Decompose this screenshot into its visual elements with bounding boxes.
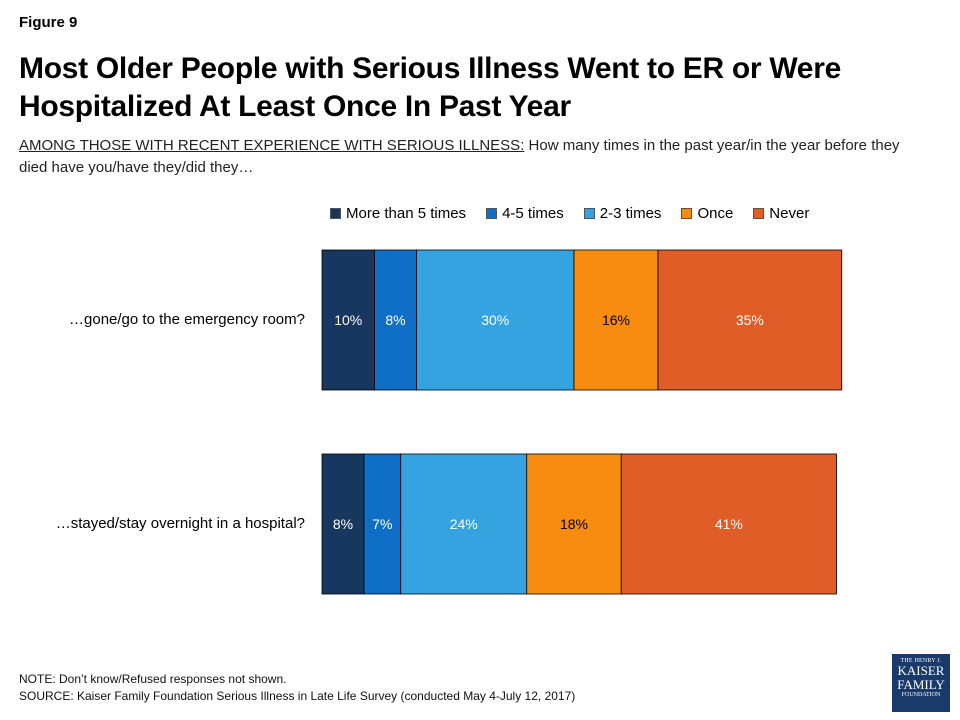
- data-label: 10%: [334, 312, 362, 328]
- data-label: 8%: [385, 312, 405, 328]
- bar-segment: [526, 453, 622, 595]
- legend-item: Never: [753, 205, 809, 222]
- legend-label: Once: [697, 205, 734, 222]
- data-label: 16%: [602, 312, 630, 328]
- bar-segment: [321, 249, 375, 391]
- bar-segment: [400, 453, 528, 595]
- data-label: 35%: [736, 312, 764, 328]
- legend-item: Once: [681, 205, 733, 222]
- note-text: NOTE: Don’t know/Refused responses not s…: [19, 672, 287, 686]
- bar-segment: [321, 453, 365, 595]
- subtitle-lead: AMONG THOSE WITH RECENT EXPERIENCE WITH …: [19, 137, 525, 154]
- legend-label: 2-3 times: [599, 205, 662, 222]
- figure-label: Figure 9: [19, 14, 78, 31]
- legend-swatch: [753, 208, 765, 219]
- legend: More than 5 times 4-5 times 2-3 times Once N…: [330, 205, 829, 222]
- legend-swatch: [486, 208, 498, 219]
- legend-label: 4-5 times: [502, 205, 564, 222]
- bar-segment: [374, 249, 417, 391]
- bar-segment: [657, 249, 843, 391]
- bar-segment: [573, 249, 659, 391]
- row-label-emergency-room: …gone/go to the emergency room?: [69, 311, 305, 328]
- bar-segment: [620, 453, 837, 595]
- legend-item: 2-3 times: [583, 205, 662, 222]
- legend-item: 4-5 times: [486, 205, 564, 222]
- chart-subtitle: AMONG THOSE WITH RECENT EXPERIENCE WITH …: [19, 135, 919, 179]
- legend-swatch: [681, 208, 693, 219]
- data-label: 30%: [481, 312, 509, 328]
- data-label: 24%: [450, 516, 478, 532]
- legend-swatch: [330, 208, 341, 219]
- kff-logo: THE HENRY J. KAISER FAMILY FOUNDATION: [892, 654, 950, 712]
- subtitle-text: How many times in the past year/in the y…: [19, 137, 900, 176]
- data-label: 41%: [715, 516, 743, 532]
- legend-label: More than 5 times: [346, 205, 467, 222]
- bar-segment: [363, 453, 402, 595]
- chart-title: Most Older People with Serious Illness W…: [19, 52, 841, 123]
- legend-label: Never: [769, 205, 810, 222]
- legend-item: More than 5 times: [330, 205, 466, 222]
- source-text: SOURCE: Kaiser Family Foundation Serious…: [19, 689, 576, 703]
- legend-swatch: [583, 208, 595, 219]
- data-label: 7%: [372, 516, 392, 532]
- data-label: 18%: [560, 516, 588, 532]
- data-label: 8%: [333, 516, 353, 532]
- row-label-hospital-overnight: …stayed/stay overnight in a hospital?: [55, 515, 305, 532]
- notes: NOTE: Don’t know/Refused responses not s…: [19, 671, 575, 705]
